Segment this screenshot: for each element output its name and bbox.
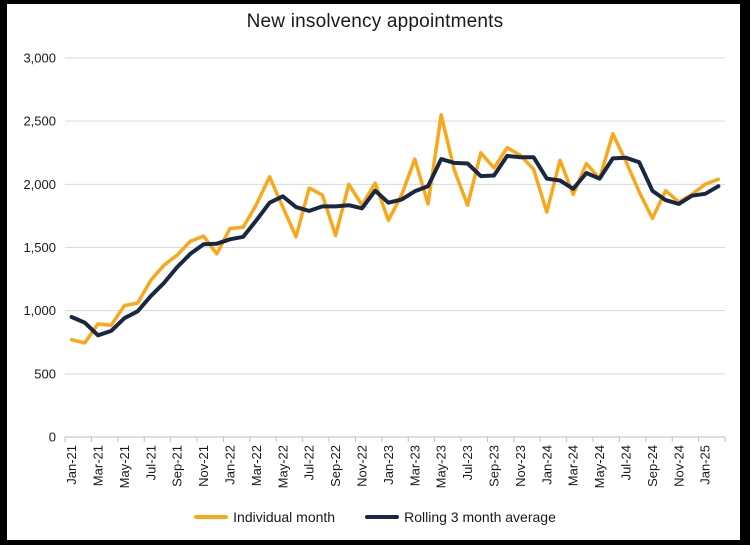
series-rolling-3-month-average-line [69, 153, 721, 338]
x-axis-label: Sep-24 [645, 445, 660, 487]
x-axis-label: Mar-22 [249, 445, 264, 486]
x-axis-label: May-22 [275, 445, 290, 488]
x-axis-label: Jul-22 [302, 445, 317, 480]
individual-month-swatch-icon [194, 515, 229, 519]
legend-item-individual-month: Individual month [194, 509, 335, 525]
chart-frame [7, 4, 740, 540]
x-axis-label: Mar-23 [407, 445, 422, 486]
x-axis-label: Jul-23 [460, 445, 475, 480]
x-axis-label: Jul-21 [143, 445, 158, 480]
legend-label-rolling-average: Rolling 3 month average [404, 509, 556, 525]
x-axis-label: Nov-21 [196, 445, 211, 487]
x-axis-label: Jan-25 [698, 445, 713, 485]
x-axis-label: Jan-24 [539, 445, 554, 485]
x-axis-label: Nov-23 [513, 445, 528, 487]
legend-item-rolling-average: Rolling 3 month average [365, 509, 556, 525]
chart-title: New insolvency appointments [246, 11, 504, 32]
x-axis-label: Jul-24 [619, 445, 634, 480]
x-axis-label: Sep-21 [170, 445, 185, 487]
x-axis-label: Mar-21 [91, 445, 106, 486]
x-axis-label: Jan-23 [381, 445, 396, 485]
x-axis-label: May-23 [434, 445, 449, 488]
x-axis-label: Jan-21 [64, 445, 79, 485]
x-axis-label: May-21 [117, 445, 132, 488]
x-axis-label: Jan-22 [223, 445, 238, 485]
legend-label-individual-month: Individual month [233, 509, 336, 525]
x-axis-label: May-24 [592, 445, 607, 488]
series-individual-month-line [69, 113, 721, 345]
x-axis-label: Mar-24 [566, 445, 581, 486]
chart-legend: Individual month Rolling 3 month average [0, 509, 750, 525]
x-axis-label: Sep-23 [487, 445, 502, 487]
x-axis-label: Sep-22 [328, 445, 343, 487]
y-axis-label: 1,000 [23, 303, 56, 318]
x-axis-label: Nov-22 [355, 445, 370, 487]
y-axis-label: 500 [34, 366, 56, 381]
y-axis-label: 2,000 [23, 177, 56, 192]
y-axis-label: 0 [49, 430, 56, 445]
y-axis-label: 2,500 [23, 114, 56, 129]
y-axis-label: 1,500 [23, 240, 56, 255]
rolling-average-swatch-icon [365, 515, 400, 519]
y-axis-label: 3,000 [23, 51, 56, 66]
x-axis-label: Nov-24 [671, 445, 686, 487]
